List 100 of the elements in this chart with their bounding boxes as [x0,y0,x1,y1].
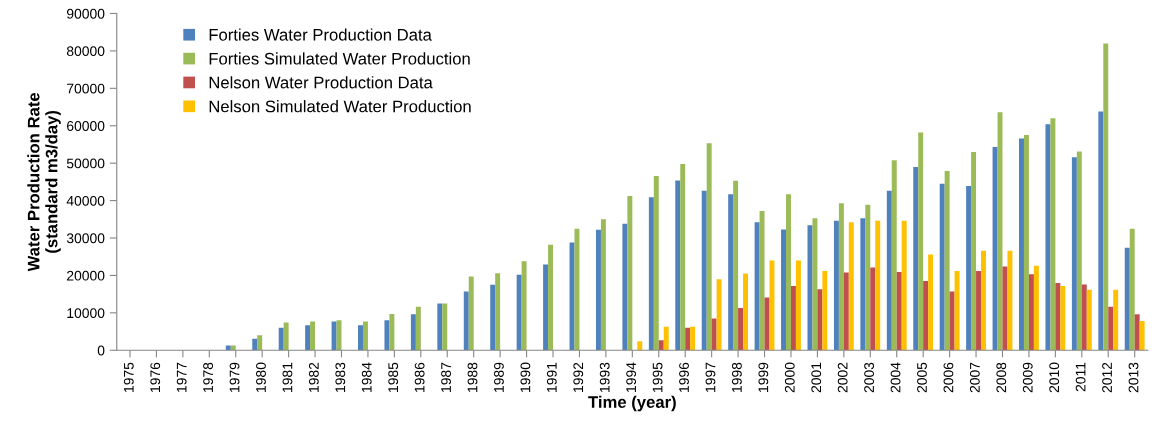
bar [637,341,643,351]
bar [516,274,522,351]
y-tick-label: 90000 [66,8,105,19]
y-tick-label: 30000 [66,233,105,244]
bar [658,340,664,351]
x-tick-label: 2013 [1128,362,1139,393]
bar [1076,151,1082,351]
bar [675,180,681,351]
bar [728,194,734,351]
bar [706,143,712,351]
bar [795,260,801,351]
x-tick-label: 1992 [573,362,584,392]
bar [1060,285,1066,351]
x-tick-label: 1983 [335,362,346,392]
bar [875,220,881,351]
bar [759,211,765,351]
bar [923,281,929,351]
x-tick-label: 1975 [123,362,134,392]
bar [685,327,691,351]
bar [543,264,549,351]
x-tick-label: 2006 [943,362,954,393]
y-tick-label: 20000 [67,270,105,281]
x-tick-label: 2002 [837,362,848,393]
x-tick-label: 1994 [626,362,637,392]
bar [1098,111,1104,351]
legend-label: Nelson Water Production Data [209,76,433,89]
y-tick-label: 10000 [67,308,105,319]
x-tick-label: 2007 [969,362,980,393]
x-tick-label: 2001 [811,362,822,393]
bar [786,194,791,351]
bar [711,318,717,351]
bar [944,171,950,351]
bar [976,270,982,351]
bar [1019,138,1024,351]
bar [901,220,907,351]
bar [574,228,580,351]
x-tick-label: 2005 [917,362,927,393]
bar [358,325,363,351]
bar [663,326,669,351]
bar [743,273,749,351]
x-tick-label: 1976 [150,362,161,392]
y-tick-label: 70000 [67,83,105,94]
bar [521,261,527,351]
bar [1023,135,1029,351]
x-tick-label: 1991 [546,362,557,392]
x-tick-label: 2011 [1075,362,1086,392]
bar [838,203,844,351]
bar [1108,306,1114,351]
bar [807,225,813,351]
bar [918,132,924,351]
bar [1103,43,1109,351]
bar [939,183,945,351]
bar [1139,321,1145,351]
x-tick-label: 2009 [1022,362,1033,393]
x-tick-label: 1997 [705,362,716,392]
bar [1113,289,1119,351]
bar [891,160,897,351]
bar [860,218,866,351]
bar [1124,247,1130,351]
bar [690,326,696,351]
bar [716,279,722,351]
x-tick-label: 1982 [308,362,319,392]
bar [468,276,474,351]
bar [817,289,823,351]
bar [1071,157,1077,351]
x-tick-label: 1987 [441,362,451,392]
x-axis-title: Time (year) [588,395,676,412]
bar [848,222,854,351]
x-tick-label: 1995 [652,362,663,392]
x-tick-label: 1986 [414,362,425,392]
y-tick-label: 0 [97,345,105,356]
x-tick-label: 1980 [256,362,266,392]
bar [812,218,818,351]
bar [870,267,876,351]
bar [1002,266,1008,351]
bar [1055,282,1061,351]
x-tick-label: 1999 [758,362,769,392]
bar [437,303,443,351]
bar [548,244,554,351]
bar [738,307,744,351]
y-axis-title: Water Production Rate (standard m3/day) [27,92,61,272]
bar [490,284,496,351]
bar [913,166,919,351]
bar [1129,228,1135,351]
x-tick-label: 1996 [679,362,689,392]
y-tick-label: 40000 [66,195,105,206]
bar [833,220,839,351]
x-tick-label: 1985 [388,362,399,392]
bar [463,291,469,351]
x-tick-label: 2010 [1049,362,1060,393]
bar [790,285,796,351]
x-tick-label: 2003 [864,362,875,393]
bar [781,229,787,351]
x-tick-label: 1988 [467,362,478,392]
bar [410,314,416,351]
x-tick-label: 1981 [282,362,293,392]
x-tick-label: 1998 [731,362,742,392]
bar [896,272,902,351]
x-tick-label: 2000 [784,362,795,393]
bar [992,147,998,351]
